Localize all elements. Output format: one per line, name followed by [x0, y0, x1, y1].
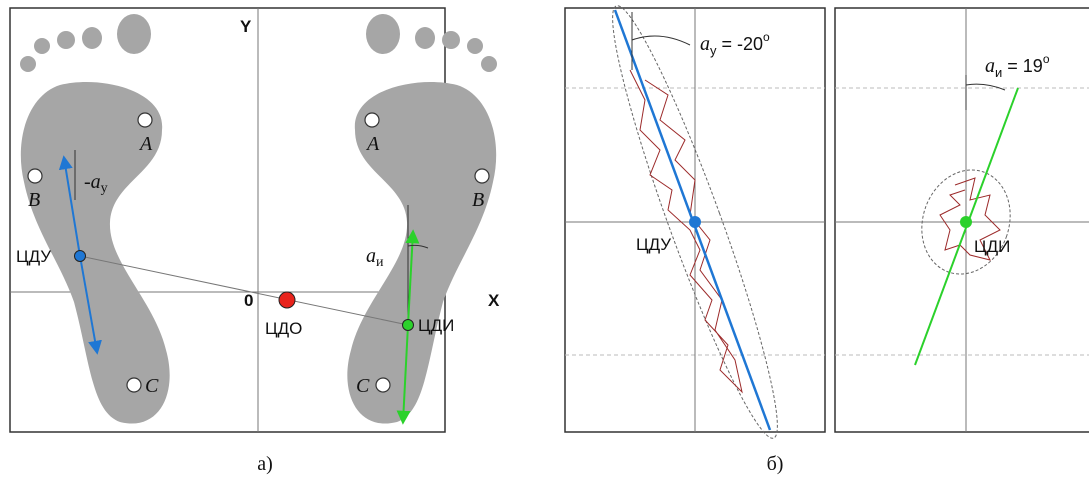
point-label: A — [138, 133, 153, 155]
center-label: ЦДУ — [636, 235, 671, 254]
angle-arc — [407, 244, 429, 249]
point — [137, 112, 153, 128]
center-dot — [960, 216, 972, 228]
shape — [117, 14, 151, 54]
point — [364, 112, 380, 128]
text-part: и — [995, 65, 1002, 80]
trajectory — [629, 69, 743, 394]
text-part: у — [710, 43, 717, 58]
text-part: - — [84, 171, 91, 193]
center-label: ЦДУ — [16, 247, 51, 266]
shape — [366, 14, 400, 54]
ellipse — [612, 5, 778, 439]
text-part: a — [366, 245, 376, 267]
axis-arrow — [396, 324, 411, 425]
center-dot — [402, 319, 414, 331]
shape — [57, 31, 75, 49]
axis-label: Y — [240, 17, 252, 36]
trajectory — [939, 177, 1001, 261]
text-part: у — [101, 181, 108, 196]
shape — [481, 56, 497, 72]
center-dot — [278, 291, 296, 309]
text-part: o — [1043, 52, 1050, 66]
point — [27, 168, 43, 184]
angle-label: aи = 19o — [985, 52, 1050, 80]
shape — [415, 27, 435, 49]
point — [375, 377, 391, 393]
text-part: = 19 — [1002, 56, 1043, 76]
point — [126, 377, 142, 393]
center-label: ЦДИ — [418, 316, 454, 335]
axis-arrow — [58, 155, 81, 257]
center-label: ЦДИ — [974, 237, 1010, 256]
text-part: o — [763, 30, 770, 44]
angle-arc — [965, 83, 1006, 91]
panel-a: A B C A B C Y X 0 -aу aи ЦДУ ЦДИ ЦДО а) — [9, 7, 500, 475]
right-foot — [347, 14, 497, 424]
point-label: B — [28, 189, 40, 211]
angle-label: -aу — [84, 171, 108, 196]
left-foot — [20, 14, 170, 424]
text-part: и — [376, 255, 384, 270]
center-dot — [74, 250, 86, 262]
origin-label: 0 — [244, 291, 253, 310]
panel-b-left: aу = -20o ЦДУ б) — [564, 5, 826, 475]
angle-label: aу = -20o — [700, 30, 770, 58]
frame — [834, 7, 1089, 433]
point-label: A — [365, 133, 380, 155]
point-label: C — [356, 375, 370, 397]
angle-label: aи — [366, 245, 384, 270]
connector — [79, 255, 409, 326]
angle-arc — [631, 35, 691, 46]
text-part: = -20 — [717, 34, 764, 54]
shape — [442, 31, 460, 49]
center-dot — [689, 216, 701, 228]
center-label: ЦДО — [265, 319, 302, 338]
shape — [82, 27, 102, 49]
caption: б) — [767, 453, 784, 475]
panel-b-right: aи = 19o ЦДИ — [834, 7, 1089, 433]
point — [474, 168, 490, 184]
text-part: a — [985, 55, 995, 77]
caption: а) — [257, 453, 273, 475]
point-label: C — [145, 375, 159, 397]
text-part: a — [700, 33, 710, 55]
shape — [467, 38, 483, 54]
point-label: B — [472, 189, 484, 211]
text-part: a — [91, 171, 101, 193]
axis-arrow — [79, 255, 102, 355]
shape — [20, 56, 36, 72]
shape — [20, 82, 170, 424]
axis-arrow — [405, 229, 420, 326]
axis-label: X — [488, 291, 500, 310]
shape — [347, 82, 497, 424]
shape — [34, 38, 50, 54]
